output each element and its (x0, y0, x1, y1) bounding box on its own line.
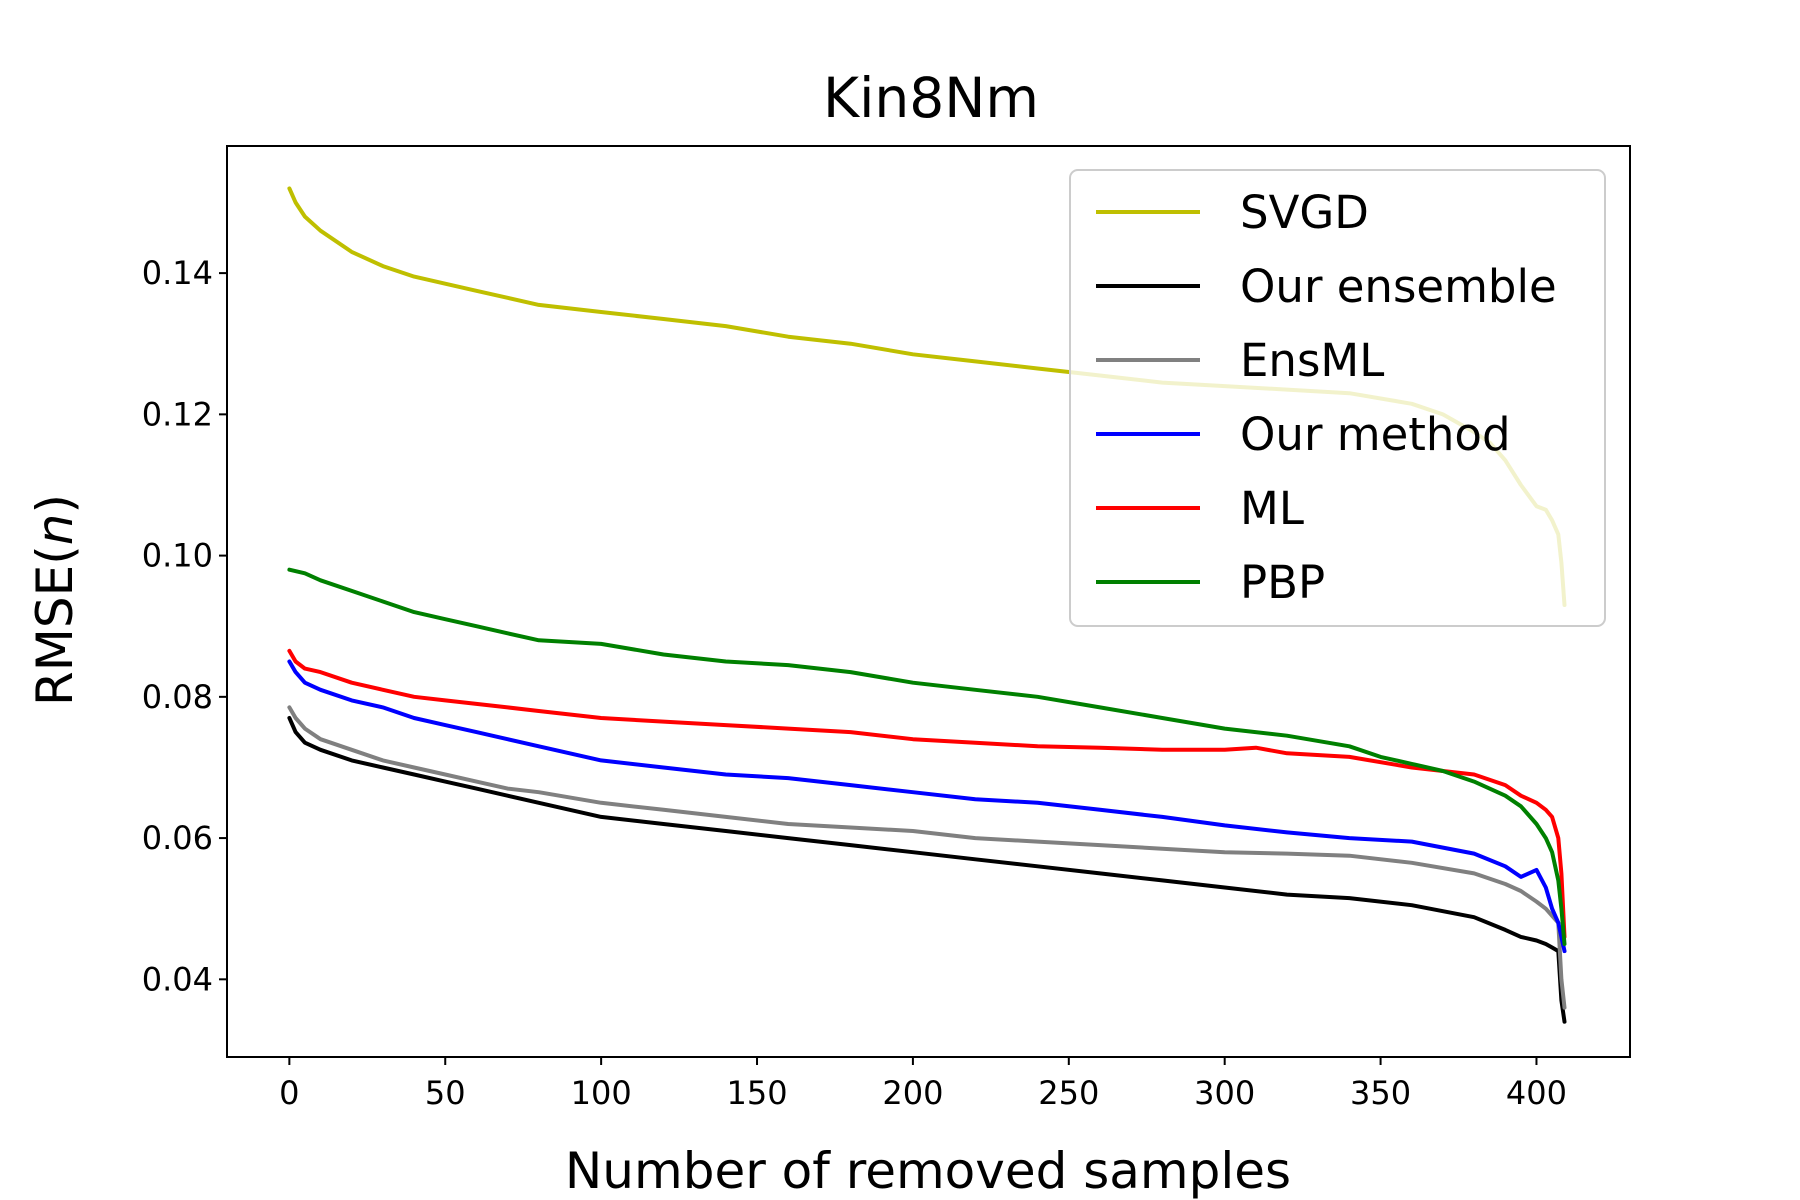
y-axis-ticks: 0.04 0.06 0.08 0.10 0.12 0.14 (142, 254, 227, 998)
legend-box (1069, 169, 1606, 627)
x-tick-label: 200 (882, 1074, 943, 1112)
x-tick-label: 250 (1038, 1074, 1099, 1112)
y-tick-label: 0.12 (142, 395, 213, 433)
x-axis-label: Number of removed samples (565, 1142, 1291, 1200)
x-tick-label: 300 (1194, 1074, 1255, 1112)
x-tick-label: 0 (279, 1074, 299, 1112)
y-axis-label-text: RMSE( (26, 545, 84, 706)
x-tick-label: 50 (425, 1074, 466, 1112)
y-tick-label: 0.04 (142, 960, 213, 998)
y-tick-label: 0.08 (142, 678, 213, 716)
y-tick-label: 0.06 (142, 819, 213, 857)
y-axis-label: RMSE(n) (26, 494, 84, 706)
legend-label-ml: ML (1240, 482, 1304, 535)
legend-label-svgd: SVGD (1240, 186, 1369, 239)
legend-label-pbp: PBP (1240, 556, 1325, 609)
legend-label-our-ensemble: Our ensemble (1240, 260, 1557, 313)
series-line-ensml (287, 705, 1567, 1010)
x-tick-label: 400 (1506, 1074, 1567, 1112)
x-axis-ticks: 0 50 100 150 200 250 300 350 400 (279, 1057, 1567, 1112)
series-line-ml (287, 648, 1567, 939)
chart-title: Kin8Nm (823, 66, 1039, 130)
legend: SVGD Our ensemble EnsML Our method ML PBP (1069, 169, 1606, 627)
legend-label-ensml: EnsML (1240, 334, 1384, 387)
series-line-pbp (287, 567, 1567, 946)
y-tick-label: 0.10 (142, 537, 213, 575)
legend-label-our-method: Our method (1240, 408, 1511, 461)
x-tick-label: 100 (571, 1074, 632, 1112)
y-tick-label: 0.14 (142, 254, 213, 292)
x-tick-label: 150 (726, 1074, 787, 1112)
plot-frame (226, 145, 1631, 1058)
series-line-our-method (287, 659, 1567, 954)
x-tick-label: 350 (1350, 1074, 1411, 1112)
series-line-our-ensemble (287, 716, 1567, 1024)
y-axis-label-close: ) (26, 494, 84, 514)
y-axis-label-var: n (26, 514, 84, 546)
